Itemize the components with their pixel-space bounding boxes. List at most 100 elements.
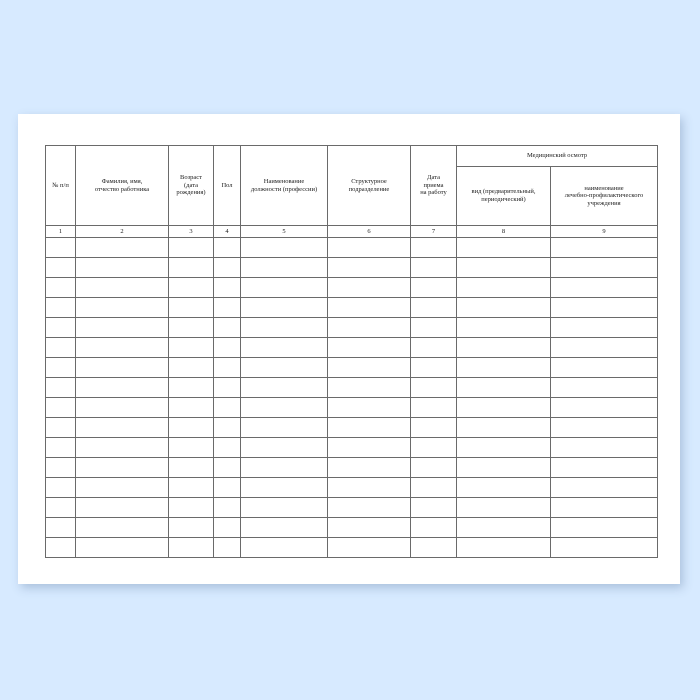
table-cell[interactable] <box>213 477 241 498</box>
table-cell[interactable] <box>410 277 457 298</box>
table-cell[interactable] <box>45 477 76 498</box>
table-cell[interactable] <box>410 477 457 498</box>
table-cell[interactable] <box>327 397 411 418</box>
table-cell[interactable] <box>550 277 658 298</box>
table-cell[interactable] <box>550 317 658 338</box>
table-cell[interactable] <box>45 237 76 258</box>
table-cell[interactable] <box>213 457 241 478</box>
table-cell[interactable] <box>456 437 551 458</box>
table-cell[interactable] <box>240 477 328 498</box>
table-row[interactable] <box>45 417 658 438</box>
table-cell[interactable] <box>213 277 241 298</box>
table-cell[interactable] <box>456 257 551 278</box>
table-cell[interactable] <box>75 417 169 438</box>
table-cell[interactable] <box>168 537 214 558</box>
table-cell[interactable] <box>240 377 328 398</box>
table-cell[interactable] <box>410 377 457 398</box>
table-cell[interactable] <box>550 397 658 418</box>
table-row[interactable] <box>45 397 658 418</box>
table-cell[interactable] <box>456 297 551 318</box>
table-cell[interactable] <box>410 497 457 518</box>
table-cell[interactable] <box>75 357 169 378</box>
table-cell[interactable] <box>213 417 241 438</box>
table-cell[interactable] <box>168 497 214 518</box>
table-cell[interactable] <box>45 297 76 318</box>
table-cell[interactable] <box>45 497 76 518</box>
table-cell[interactable] <box>456 357 551 378</box>
table-cell[interactable] <box>327 357 411 378</box>
table-cell[interactable] <box>550 477 658 498</box>
table-cell[interactable] <box>456 417 551 438</box>
table-cell[interactable] <box>75 497 169 518</box>
table-cell[interactable] <box>75 277 169 298</box>
table-cell[interactable] <box>327 297 411 318</box>
table-row[interactable] <box>45 317 658 338</box>
table-cell[interactable] <box>327 537 411 558</box>
table-cell[interactable] <box>75 397 169 418</box>
table-cell[interactable] <box>550 417 658 438</box>
table-cell[interactable] <box>213 317 241 338</box>
table-cell[interactable] <box>240 277 328 298</box>
table-cell[interactable] <box>456 457 551 478</box>
table-cell[interactable] <box>75 437 169 458</box>
table-cell[interactable] <box>168 237 214 258</box>
table-cell[interactable] <box>240 237 328 258</box>
table-cell[interactable] <box>550 257 658 278</box>
table-cell[interactable] <box>168 317 214 338</box>
table-cell[interactable] <box>410 417 457 438</box>
table-cell[interactable] <box>550 337 658 358</box>
table-cell[interactable] <box>45 337 76 358</box>
table-cell[interactable] <box>168 437 214 458</box>
table-row[interactable] <box>45 257 658 278</box>
table-cell[interactable] <box>410 437 457 458</box>
table-cell[interactable] <box>240 317 328 338</box>
table-cell[interactable] <box>456 497 551 518</box>
table-cell[interactable] <box>456 477 551 498</box>
table-cell[interactable] <box>240 457 328 478</box>
table-cell[interactable] <box>168 357 214 378</box>
table-cell[interactable] <box>456 277 551 298</box>
table-cell[interactable] <box>213 437 241 458</box>
table-cell[interactable] <box>168 477 214 498</box>
table-cell[interactable] <box>327 257 411 278</box>
table-cell[interactable] <box>75 517 169 538</box>
table-cell[interactable] <box>168 257 214 278</box>
table-cell[interactable] <box>168 457 214 478</box>
table-cell[interactable] <box>75 377 169 398</box>
table-cell[interactable] <box>456 317 551 338</box>
table-row[interactable] <box>45 357 658 378</box>
table-cell[interactable] <box>213 357 241 378</box>
table-cell[interactable] <box>213 297 241 318</box>
table-cell[interactable] <box>327 377 411 398</box>
table-cell[interactable] <box>168 397 214 418</box>
table-cell[interactable] <box>550 237 658 258</box>
table-cell[interactable] <box>213 397 241 418</box>
table-cell[interactable] <box>410 357 457 378</box>
table-cell[interactable] <box>75 257 169 278</box>
table-cell[interactable] <box>240 497 328 518</box>
table-cell[interactable] <box>410 457 457 478</box>
table-cell[interactable] <box>550 537 658 558</box>
table-cell[interactable] <box>213 517 241 538</box>
table-cell[interactable] <box>168 377 214 398</box>
table-cell[interactable] <box>410 297 457 318</box>
table-cell[interactable] <box>410 537 457 558</box>
table-cell[interactable] <box>168 277 214 298</box>
table-cell[interactable] <box>168 337 214 358</box>
table-cell[interactable] <box>45 457 76 478</box>
table-row[interactable] <box>45 277 658 298</box>
table-cell[interactable] <box>213 257 241 278</box>
table-cell[interactable] <box>75 477 169 498</box>
table-cell[interactable] <box>410 397 457 418</box>
table-cell[interactable] <box>75 337 169 358</box>
table-row[interactable] <box>45 377 658 398</box>
table-cell[interactable] <box>213 337 241 358</box>
table-cell[interactable] <box>410 337 457 358</box>
table-cell[interactable] <box>410 517 457 538</box>
table-cell[interactable] <box>550 517 658 538</box>
table-row[interactable] <box>45 497 658 518</box>
table-cell[interactable] <box>550 497 658 518</box>
table-row[interactable] <box>45 297 658 318</box>
table-cell[interactable] <box>45 277 76 298</box>
table-cell[interactable] <box>327 517 411 538</box>
